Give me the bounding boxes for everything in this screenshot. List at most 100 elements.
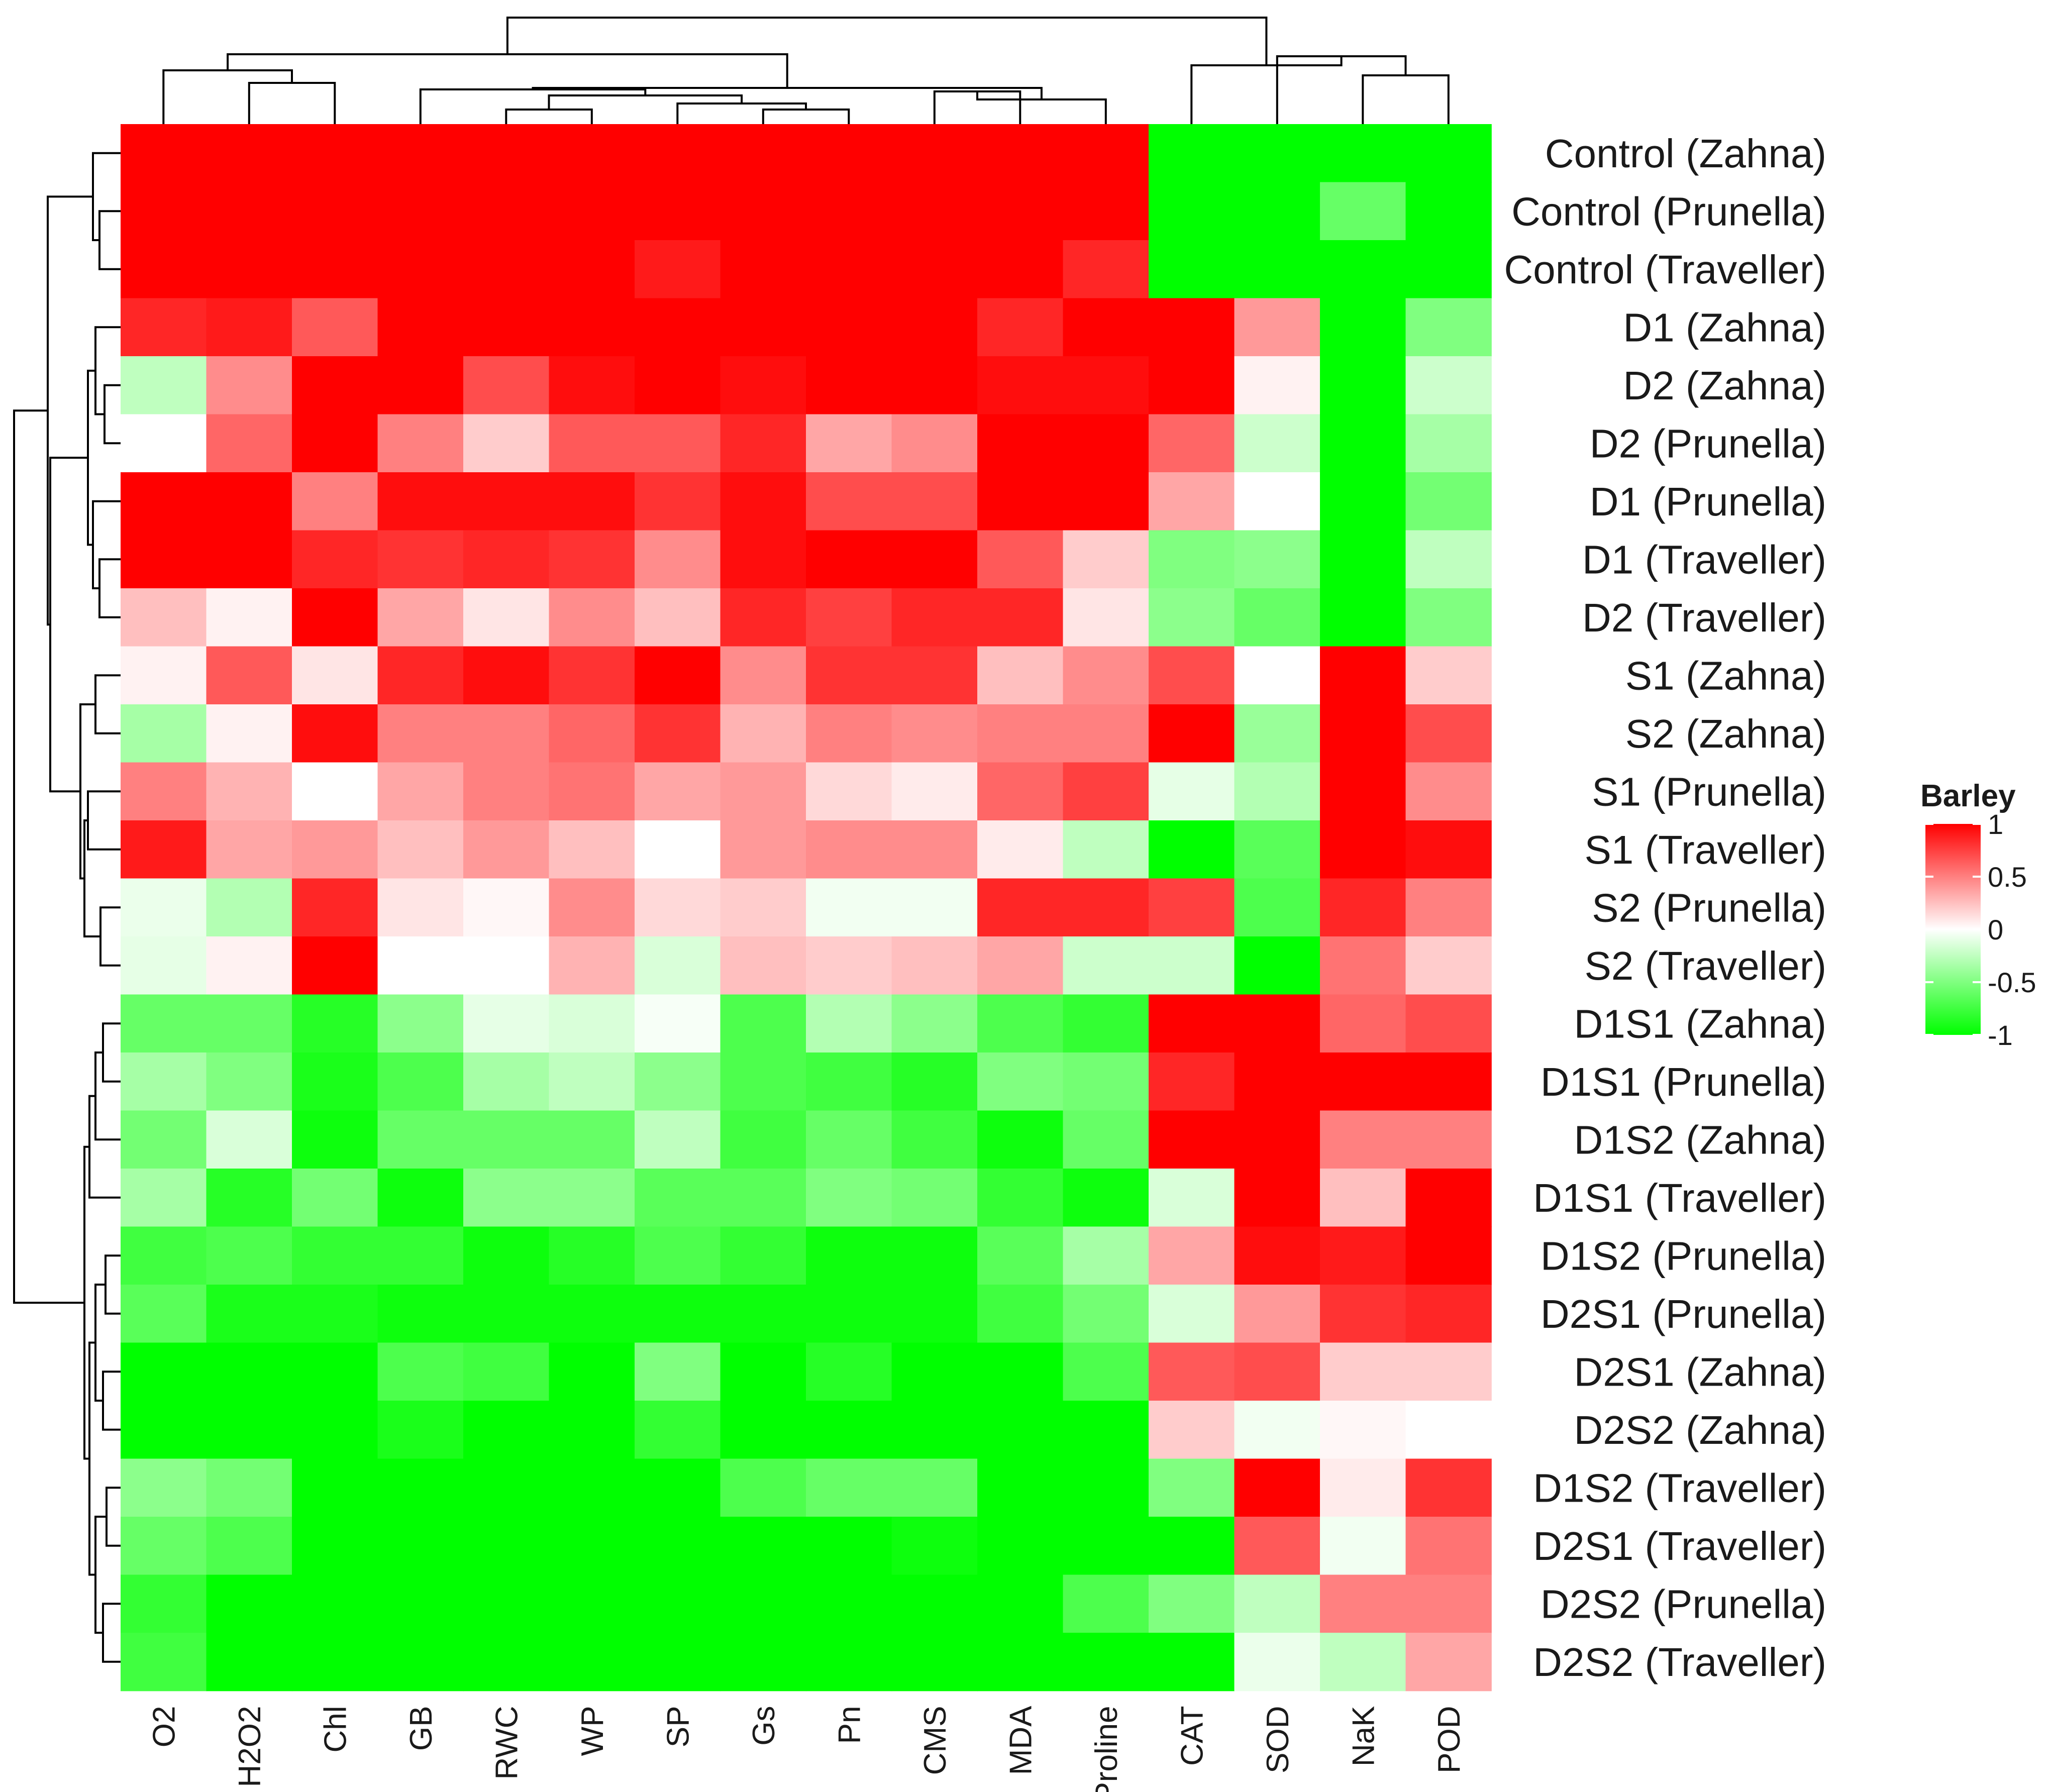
heatmap-cell: [891, 762, 978, 821]
color-legend: Barley 1 0.5 0 -0.5 -1: [1920, 779, 2036, 1051]
dendrogram-branch: [87, 369, 95, 546]
heatmap-cell: [292, 1458, 378, 1517]
heatmap-cell: [463, 1517, 550, 1575]
heatmap-cell: [549, 124, 635, 183]
heatmap-cell: [891, 994, 978, 1053]
heatmap-cell: [806, 1052, 892, 1111]
heatmap-cell: [292, 472, 378, 531]
heatmap-cell: [549, 878, 635, 937]
heatmap-cell: [891, 1401, 978, 1459]
heatmap-cell: [806, 414, 892, 473]
heatmap-cell: [1063, 820, 1149, 879]
heatmap-cell: [806, 936, 892, 995]
column-dendrogram: [162, 17, 1450, 124]
heatmap-cell: [463, 124, 550, 183]
heatmap-cell: [549, 762, 635, 821]
heatmap-cell: [1234, 1285, 1320, 1343]
heatmap-cell: [806, 704, 892, 763]
heatmap-cell: [206, 1517, 292, 1575]
row-label: S1 (Traveller): [1584, 827, 1826, 872]
dendrogram-branch: [162, 69, 293, 124]
heatmap-cell: [891, 356, 978, 415]
heatmap-cell: [206, 1052, 292, 1111]
heatmap-cell: [292, 1517, 378, 1575]
dendrogram-branch: [94, 1051, 121, 1141]
heatmap-cell: [635, 1169, 721, 1227]
heatmap-cell: [1320, 1633, 1406, 1692]
heatmap-cell: [463, 994, 550, 1053]
heatmap-cell: [1320, 1574, 1406, 1633]
heatmap-cell: [292, 1574, 378, 1633]
heatmap-cell: [1149, 994, 1235, 1053]
heatmap-cell: [635, 1342, 721, 1401]
heatmap-cell: [891, 1285, 978, 1343]
heatmap-cell: [463, 820, 550, 879]
row-label: S1 (Prunella): [1592, 769, 1826, 814]
heatmap-cell: [1063, 588, 1149, 647]
row-labels: Control (Zahna) Control (Prunella) Control…: [1504, 131, 1826, 1684]
heatmap-cell: [549, 1517, 635, 1575]
heatmap-cell: [121, 414, 207, 473]
heatmap-cell: [891, 1517, 978, 1575]
heatmap-cell: [121, 530, 207, 589]
heatmap-cell: [1405, 1226, 1492, 1285]
heatmap-cell: [1149, 1110, 1235, 1169]
heatmap-cell: [977, 646, 1064, 705]
heatmap-cell: [1320, 588, 1406, 647]
heatmap-cell: [292, 124, 378, 183]
heatmap-cell: [463, 588, 550, 647]
heatmap-cell: [377, 182, 464, 241]
heatmap-cell: [1149, 646, 1235, 705]
heatmap-cell: [806, 1110, 892, 1169]
heatmap-cell: [292, 1342, 378, 1401]
heatmap-cell: [549, 1342, 635, 1401]
heatmap-cell: [121, 878, 207, 937]
row-label: D2 (Prunella): [1590, 421, 1826, 466]
heatmap-cell: [720, 1169, 806, 1227]
heatmap-cell: [720, 646, 806, 705]
heatmap-cell: [1320, 356, 1406, 415]
column-label: SOD: [1261, 1706, 1295, 1773]
heatmap-cell: [121, 1458, 207, 1517]
heatmap-cell: [377, 646, 464, 705]
heatmap-cell: [292, 1110, 378, 1169]
column-label: Chl: [318, 1706, 353, 1753]
dendrogram-branch: [47, 195, 93, 626]
dendrogram-branch: [506, 17, 1268, 65]
heatmap-cell: [806, 1401, 892, 1459]
heatmap-cell: [806, 298, 892, 357]
heatmap-cell: [1149, 936, 1235, 995]
heatmap-cell: [1405, 240, 1492, 299]
heatmap-cell: [977, 298, 1064, 357]
heatmap-cell: [121, 472, 207, 531]
heatmap-cell: [977, 588, 1064, 647]
heatmap-cell: [377, 1633, 464, 1692]
heatmap-cell: [292, 356, 378, 415]
heatmap-cell: [206, 1574, 292, 1633]
heatmap-cell: [977, 1633, 1064, 1692]
heatmap-cell: [635, 1458, 721, 1517]
row-label: D1S2 (Zahna): [1574, 1117, 1826, 1162]
legend-title: Barley: [1920, 779, 2016, 813]
heatmap-cell: [206, 878, 292, 937]
heatmap-cell: [292, 820, 378, 879]
dendrogram-branch: [98, 558, 121, 618]
heatmap-cell: [1320, 472, 1406, 531]
heatmap-cell: [1234, 1574, 1320, 1633]
heatmap-cell: [206, 1633, 292, 1692]
heatmap-cell: [977, 182, 1064, 241]
column-labels: O2 H2O2 Chl GB RWC WP SP Gs Pn CMS MDA Proline CAT SO…: [147, 1706, 1467, 1792]
legend-color-bar: [1925, 824, 1981, 1035]
dendrogram-branch: [102, 1603, 121, 1663]
heatmap-cell: [206, 472, 292, 531]
row-label: D2S2 (Zahna): [1574, 1408, 1826, 1452]
dendrogram-branch: [676, 102, 807, 124]
heatmap-cell: [977, 1574, 1064, 1633]
column-label: NaK: [1346, 1706, 1381, 1767]
heatmap-cell: [1063, 124, 1149, 183]
heatmap-cell: [206, 530, 292, 589]
heatmap-cell: [463, 1052, 550, 1111]
heatmap-cell: [463, 1633, 550, 1692]
heatmap-cell: [1405, 936, 1492, 995]
heatmap-cell: [806, 762, 892, 821]
